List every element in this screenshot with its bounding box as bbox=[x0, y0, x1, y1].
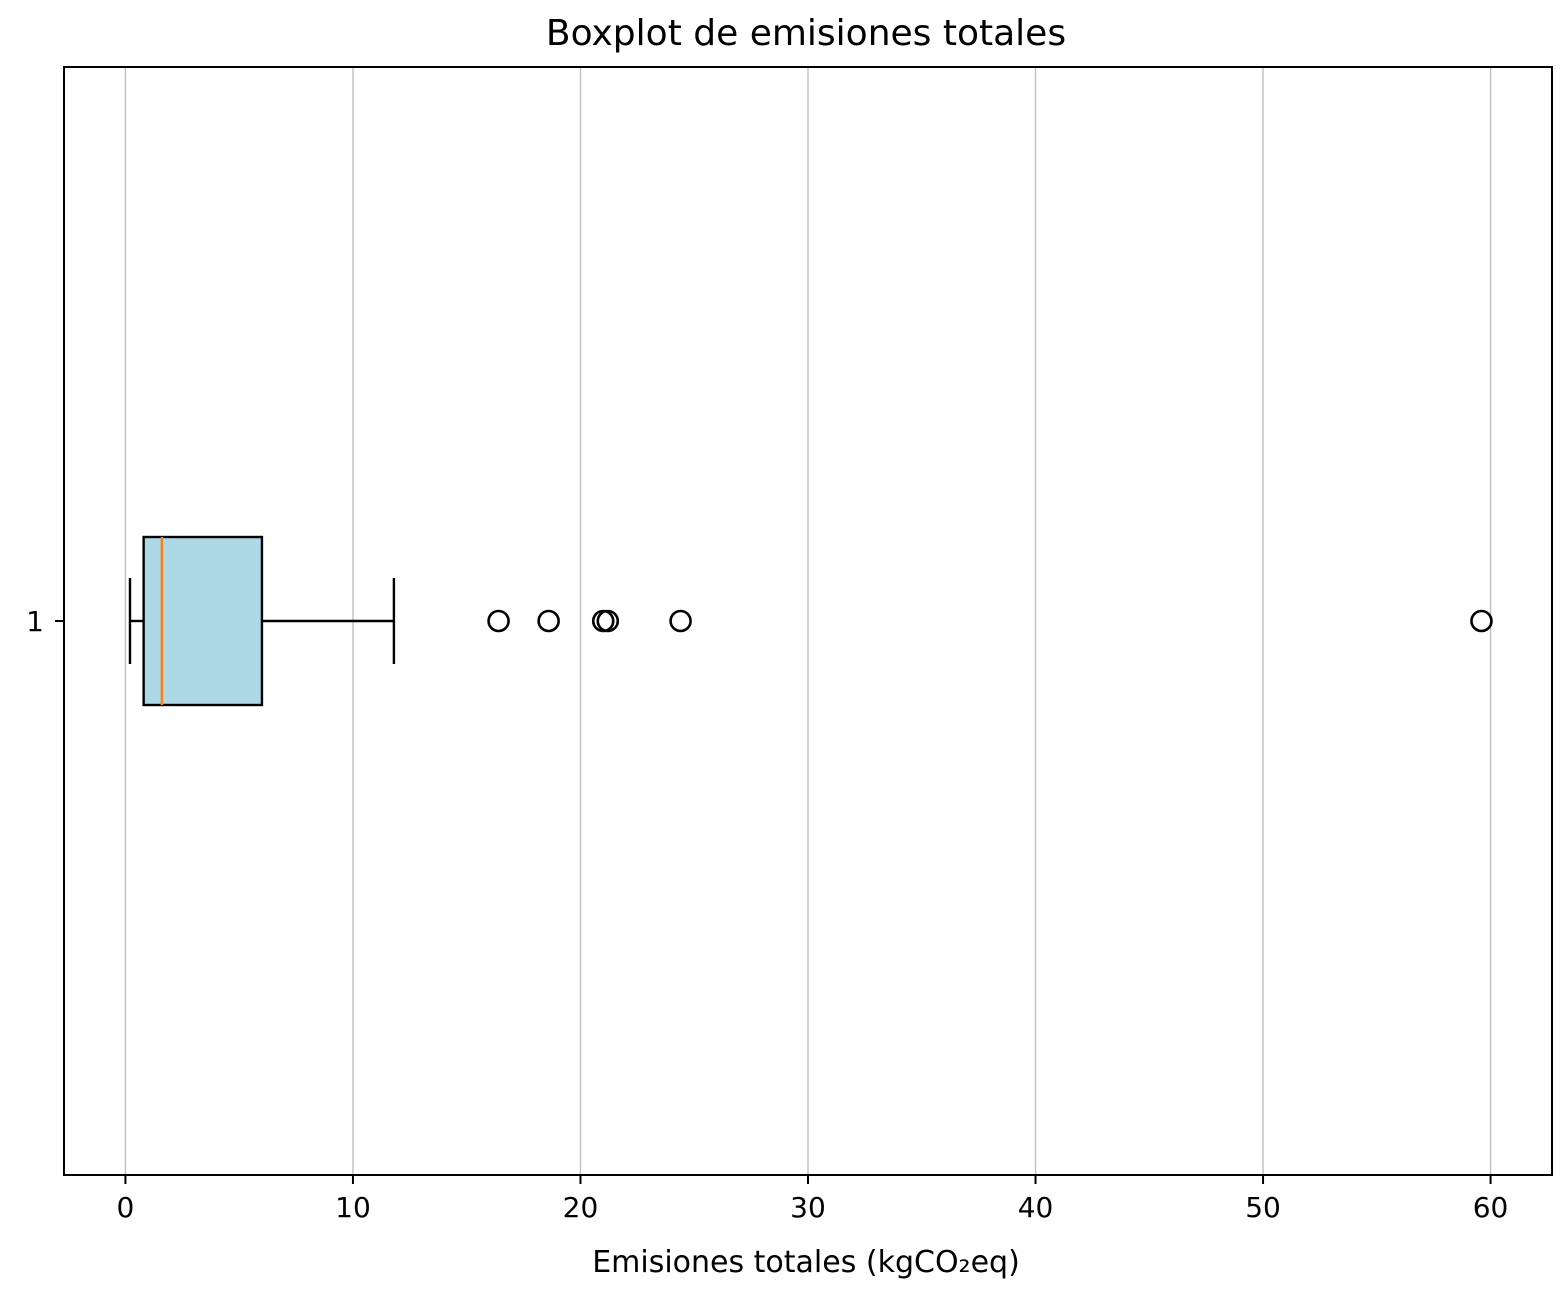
outlier-point bbox=[669, 609, 692, 633]
plot-area bbox=[128, 535, 1493, 707]
x-tick-label: 30 bbox=[790, 1191, 826, 1224]
outlier-point bbox=[537, 609, 560, 633]
y-axis-ticks: 1 bbox=[26, 605, 64, 638]
x-axis-label: Emisiones totales (kgCO₂eq) bbox=[592, 1245, 1020, 1280]
y-tick-label: 1 bbox=[26, 605, 44, 638]
outlier-point bbox=[596, 609, 620, 633]
x-axis-ticks: 0 10 20 30 40 50 60 bbox=[117, 1175, 1509, 1224]
outlier-point bbox=[1470, 609, 1493, 633]
x-tick-label: 10 bbox=[335, 1191, 371, 1224]
x-tick-label: 20 bbox=[563, 1191, 599, 1224]
x-tick-label: 0 bbox=[117, 1191, 135, 1224]
chart-title: Boxplot de emisiones totales bbox=[546, 13, 1066, 54]
outlier-point bbox=[487, 609, 510, 633]
x-tick-label: 50 bbox=[1245, 1191, 1281, 1224]
iqr-box bbox=[142, 535, 264, 707]
x-tick-label: 40 bbox=[1018, 1191, 1054, 1224]
x-tick-label: 60 bbox=[1473, 1191, 1509, 1224]
